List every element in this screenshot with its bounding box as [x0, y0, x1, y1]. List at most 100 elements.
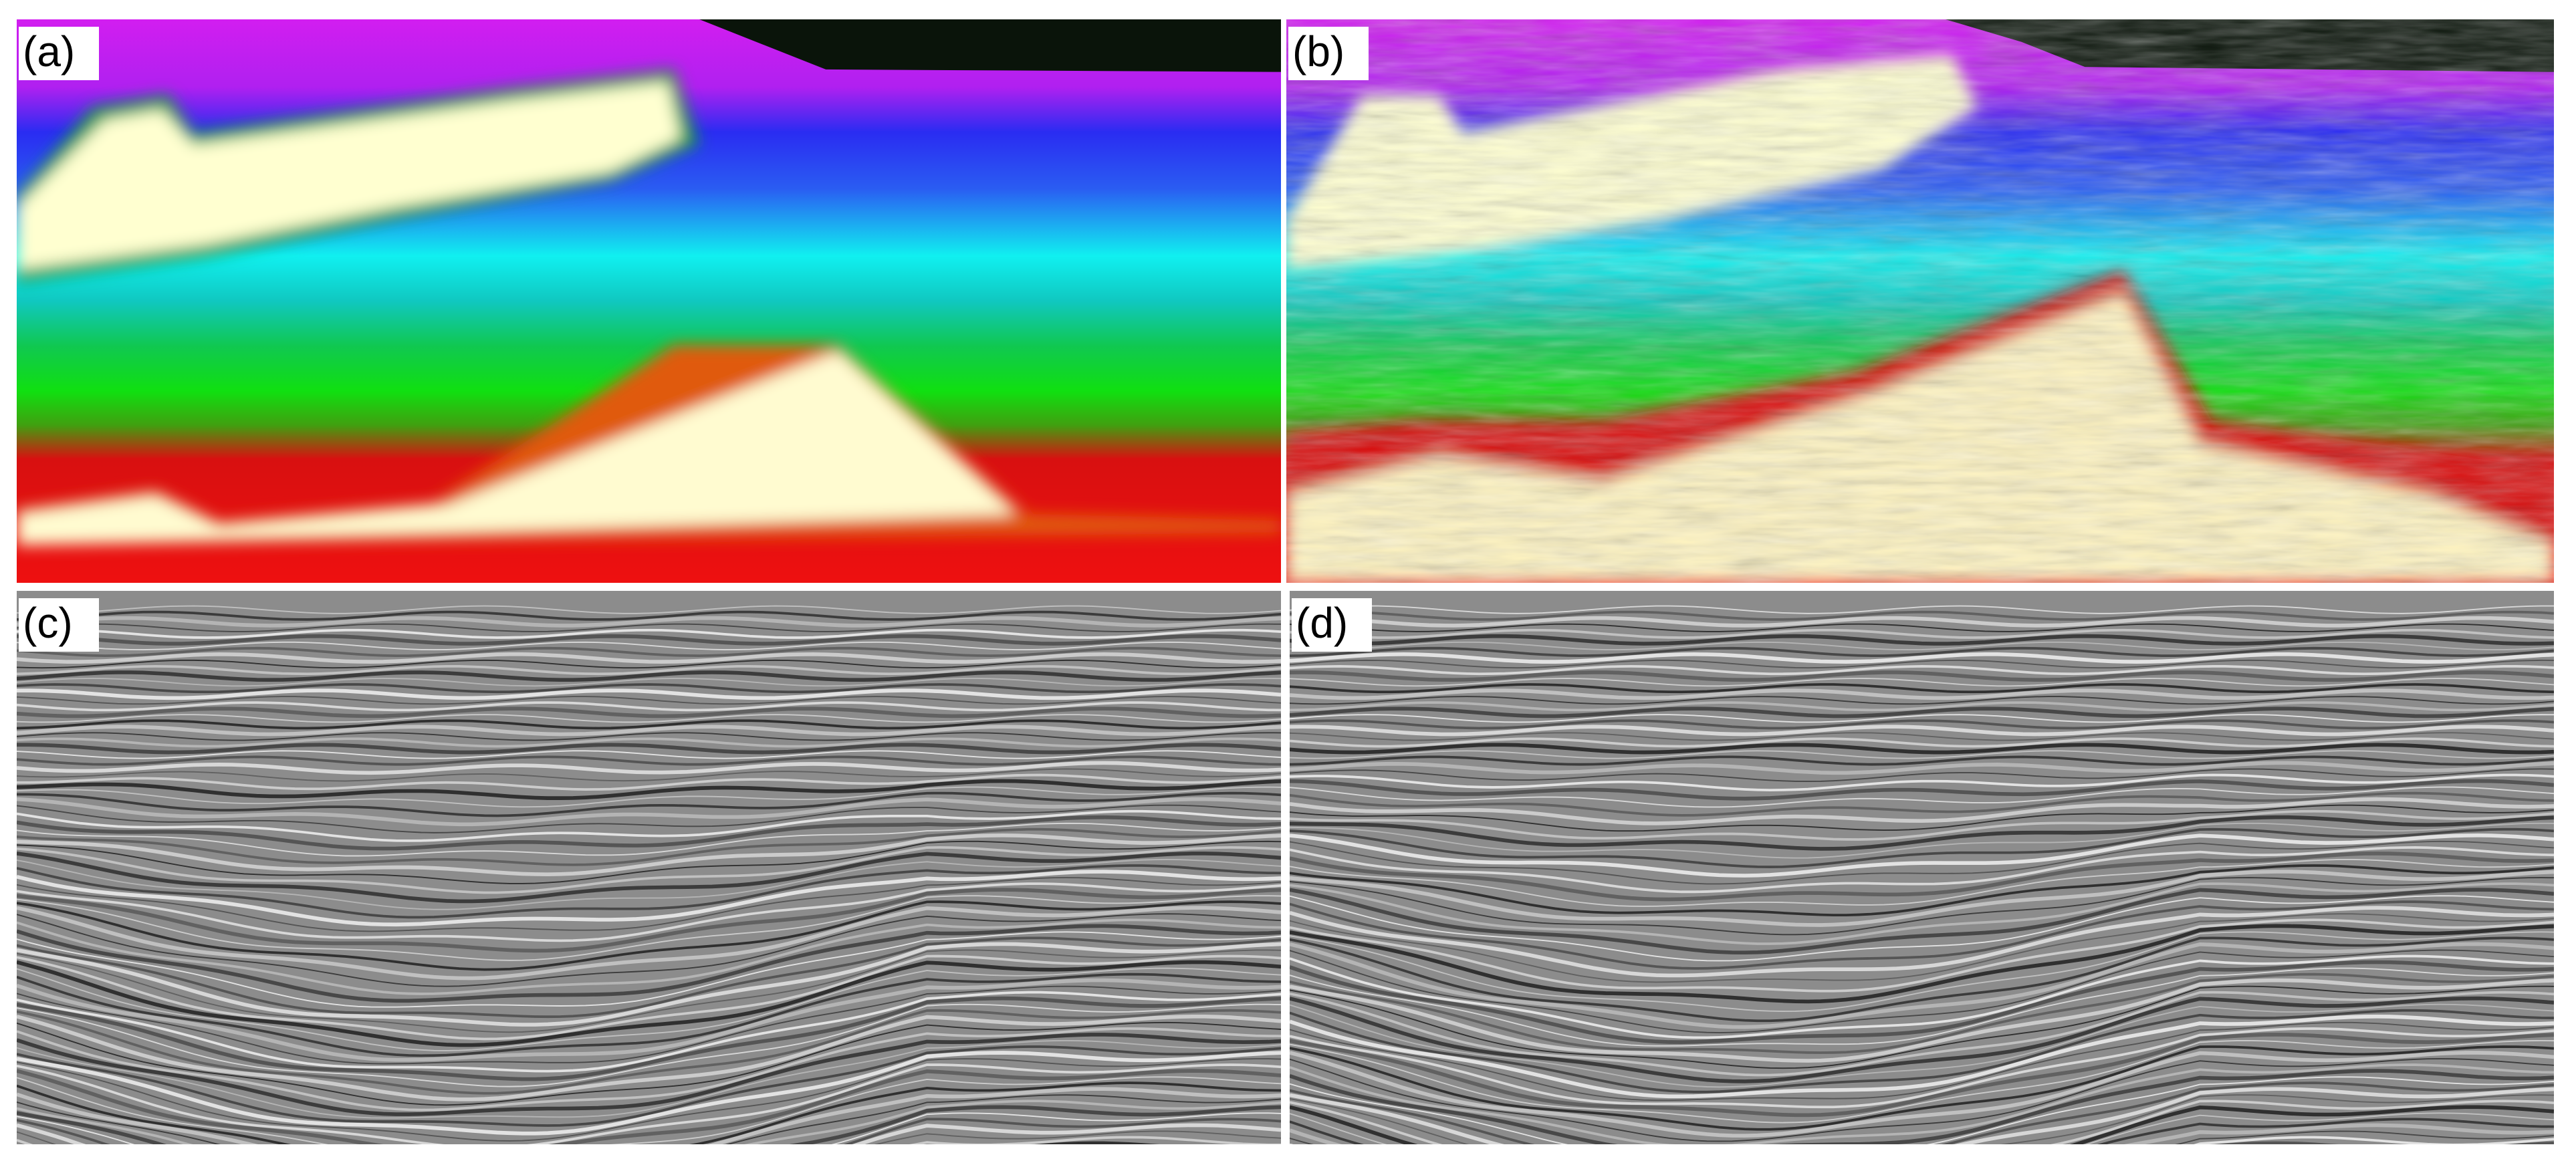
- reflector: [17, 786, 1281, 808]
- reflector: [1290, 688, 2554, 700]
- reflector: [1290, 1112, 2554, 1144]
- reflector: [1290, 1099, 2554, 1144]
- reflector: [17, 815, 1281, 851]
- reflector: [1290, 1003, 2554, 1088]
- reflector: [1290, 985, 2554, 1069]
- reflector: [17, 1063, 1281, 1144]
- reflector: [17, 1087, 1281, 1144]
- reflector: [17, 924, 1281, 1003]
- reflector: [1290, 1033, 2554, 1118]
- reflector: [1290, 773, 2554, 791]
- label-box: [19, 27, 99, 80]
- reflector: [17, 652, 1281, 664]
- reflector: [17, 822, 1281, 857]
- reflector: [17, 931, 1281, 1008]
- reflector: [1290, 750, 2554, 759]
- reflector: [1290, 900, 2554, 970]
- reflector: [1290, 1051, 2554, 1138]
- reflector: [17, 1081, 1281, 1144]
- reflector: [17, 882, 1281, 942]
- reflector: [1290, 1069, 2554, 1144]
- reflector: [1290, 665, 2554, 676]
- reflector: [17, 954, 1281, 1041]
- reflector: [17, 913, 1281, 987]
- reflector: [17, 949, 1281, 1033]
- reflector: [17, 761, 1281, 775]
- reflector: [17, 1118, 1281, 1144]
- reflector: [17, 768, 1281, 782]
- reflector: [1290, 804, 2554, 832]
- reflector: [1290, 1021, 2554, 1101]
- reflector: [1290, 610, 2554, 621]
- reflector: [17, 985, 1281, 1065]
- reflector: [17, 1058, 1281, 1142]
- reflector: [1290, 678, 2554, 687]
- reflector: [17, 743, 1281, 755]
- reflector: [17, 732, 1281, 741]
- reflector: [1290, 1014, 2554, 1099]
- reflector: [1290, 761, 2554, 775]
- reflector: [1290, 960, 2554, 1045]
- reflector: [1290, 852, 2554, 902]
- reflector: [1290, 797, 2554, 825]
- reflector: [17, 605, 1281, 614]
- reflector: [1290, 1076, 2554, 1144]
- reflector: [17, 696, 1281, 705]
- reflector: [17, 1009, 1281, 1095]
- reflector: [17, 659, 1281, 669]
- reflector: [17, 797, 1281, 827]
- reflector: [1290, 652, 2554, 664]
- reflector: [1290, 924, 2554, 1004]
- reflector: [1290, 1009, 2554, 1093]
- reflector: [1290, 1130, 2554, 1144]
- reflector: [17, 1112, 1281, 1144]
- reflector: [1290, 768, 2554, 783]
- reflector: [17, 719, 1281, 730]
- reflector: [1290, 779, 2554, 801]
- reflector: [1290, 1118, 2554, 1144]
- reflector: [17, 773, 1281, 791]
- reflector: [17, 852, 1281, 904]
- reflector: [1290, 882, 2554, 945]
- panel-label: (d): [1296, 599, 1348, 647]
- reflector: [1290, 991, 2554, 1077]
- reflector: [17, 991, 1281, 1073]
- reflector: [1290, 670, 2554, 682]
- panel-a: [17, 19, 1281, 583]
- reflector: [17, 936, 1281, 1019]
- reflector: [17, 646, 1281, 657]
- reflector: [1290, 972, 2554, 1054]
- reflector: [17, 750, 1281, 759]
- reflector: [1290, 877, 2554, 936]
- reflector: [1290, 815, 2554, 851]
- reflector: [17, 623, 1281, 632]
- reflector: [17, 870, 1281, 927]
- reflector: [17, 864, 1281, 919]
- reflector: [17, 755, 1281, 766]
- panel-c: [17, 591, 1281, 1144]
- reflector: [17, 846, 1281, 894]
- reflector: [2214, 1141, 2554, 1144]
- reflector: [1290, 942, 2554, 1029]
- reflector: [1290, 646, 2554, 657]
- reflector: [1290, 786, 2554, 808]
- reflector: [17, 1039, 1281, 1119]
- reflector: [17, 1014, 1281, 1101]
- reflector: [17, 1105, 1281, 1144]
- reflector: [1290, 791, 2554, 817]
- reflector: [17, 827, 1281, 866]
- reflector: [17, 833, 1281, 876]
- reflector: [1290, 895, 2554, 962]
- reflector: [1290, 978, 2554, 1063]
- reflector: [17, 1021, 1281, 1106]
- reflector: [17, 714, 1281, 723]
- reflector: [1290, 949, 2554, 1034]
- reflector: [17, 616, 1281, 628]
- reflector: [17, 791, 1281, 817]
- reflector: [1290, 888, 2554, 955]
- panel-label: (a): [23, 27, 75, 76]
- reflector: [17, 1003, 1281, 1087]
- reflector: [17, 1094, 1281, 1144]
- reflector: [17, 967, 1281, 1051]
